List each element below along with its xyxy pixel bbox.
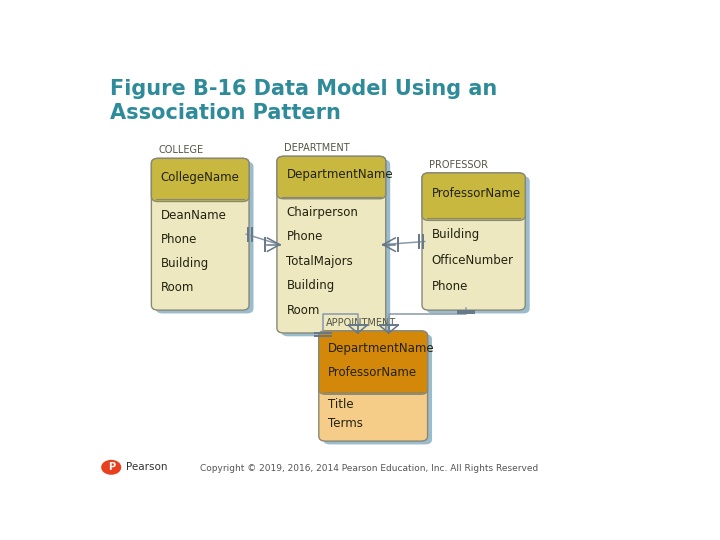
Text: Phone: Phone: [431, 280, 468, 293]
FancyBboxPatch shape: [282, 160, 390, 336]
Text: Chairperson: Chairperson: [287, 206, 359, 219]
Text: Building: Building: [161, 257, 209, 270]
Text: OfficeNumber: OfficeNumber: [431, 254, 513, 267]
Text: CollegeName: CollegeName: [161, 171, 240, 184]
Text: Terms: Terms: [328, 416, 363, 430]
Text: DeanName: DeanName: [161, 208, 227, 221]
Text: Room: Room: [287, 303, 320, 316]
FancyBboxPatch shape: [156, 161, 253, 313]
FancyBboxPatch shape: [422, 173, 526, 220]
Text: PROFESSOR: PROFESSOR: [429, 160, 488, 170]
Circle shape: [101, 460, 121, 475]
FancyBboxPatch shape: [319, 331, 428, 441]
Text: APPOINTMENT: APPOINTMENT: [326, 318, 396, 328]
FancyBboxPatch shape: [422, 173, 526, 310]
Text: DEPARTMENT: DEPARTMENT: [284, 143, 350, 153]
Text: Pearson: Pearson: [126, 462, 168, 472]
Text: Copyright © 2019, 2016, 2014 Pearson Education, Inc. All Rights Reserved: Copyright © 2019, 2016, 2014 Pearson Edu…: [200, 464, 538, 473]
Text: COLLEGE: COLLEGE: [158, 145, 204, 156]
Text: Phone: Phone: [287, 231, 323, 244]
Text: DepartmentName: DepartmentName: [287, 168, 393, 181]
FancyBboxPatch shape: [151, 158, 249, 201]
Text: ProfessorName: ProfessorName: [431, 187, 521, 200]
FancyBboxPatch shape: [426, 176, 530, 313]
Text: DepartmentName: DepartmentName: [328, 342, 435, 355]
FancyBboxPatch shape: [277, 156, 386, 333]
Text: Room: Room: [161, 281, 194, 294]
Text: Phone: Phone: [161, 233, 197, 246]
FancyBboxPatch shape: [319, 331, 428, 394]
FancyBboxPatch shape: [151, 158, 249, 310]
FancyBboxPatch shape: [323, 334, 432, 444]
Text: Figure B-16 Data Model Using an
Association Pattern: Figure B-16 Data Model Using an Associat…: [109, 79, 497, 123]
Text: TotalMajors: TotalMajors: [287, 255, 354, 268]
Text: Building: Building: [431, 228, 480, 241]
Text: ProfessorName: ProfessorName: [328, 366, 418, 379]
Text: Building: Building: [287, 279, 335, 292]
Text: P: P: [108, 462, 114, 472]
FancyBboxPatch shape: [277, 156, 386, 199]
Text: Title: Title: [328, 398, 354, 411]
